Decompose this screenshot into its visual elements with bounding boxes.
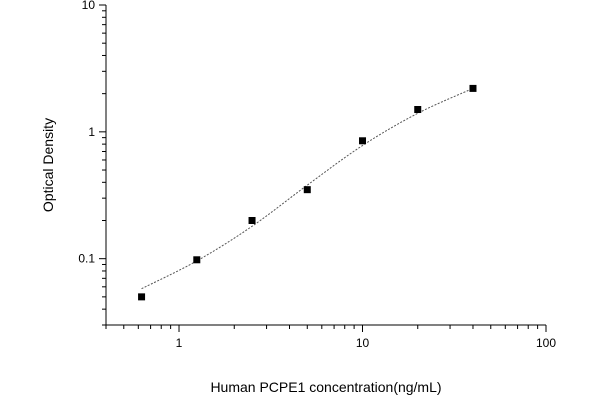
x-tick-label: 10 <box>356 336 370 350</box>
data-point <box>248 216 256 224</box>
x-axis-label: Human PCPE1 concentration(ng/mL) <box>210 379 441 395</box>
data-point <box>359 137 367 145</box>
data-point <box>138 293 146 301</box>
data-point <box>414 106 422 114</box>
x-tick-label: 100 <box>536 336 556 350</box>
data-points-layer <box>138 84 477 301</box>
data-point <box>303 186 311 194</box>
y-axis-label: Optical Density <box>40 118 56 212</box>
data-point <box>193 256 201 264</box>
x-tick-label: 1 <box>176 336 183 350</box>
y-tick-label: 10 <box>82 0 96 12</box>
data-point <box>469 84 477 92</box>
axes: 1 10 100 0.1 1 10 <box>78 0 556 350</box>
y-tick-label: 1 <box>88 125 95 139</box>
y-tick-label: 0.1 <box>78 252 95 266</box>
